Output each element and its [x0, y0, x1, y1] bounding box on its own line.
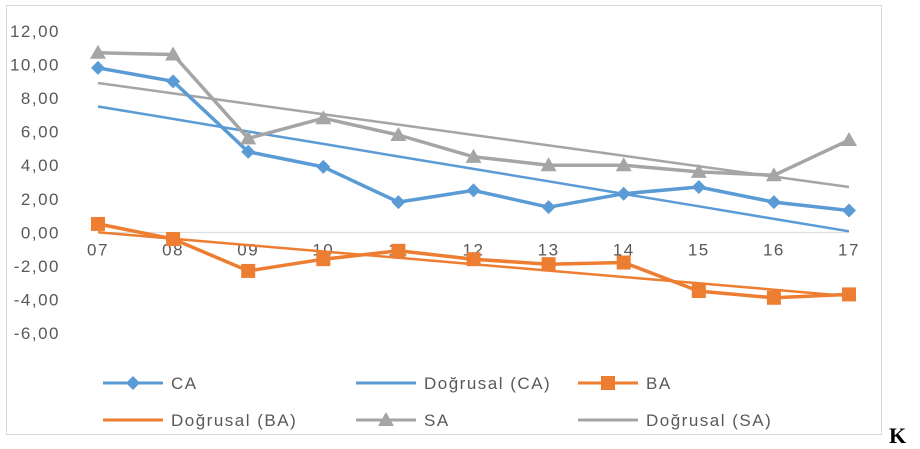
point-diamond — [91, 60, 105, 75]
legend-label: Doğrusal (BA) — [171, 411, 297, 430]
x-tick-label: 15 — [688, 240, 710, 259]
point-square — [316, 252, 331, 267]
y-tick-label: 2,00 — [21, 190, 60, 209]
y-tick-label: 4,00 — [21, 156, 60, 175]
point-diamond — [466, 183, 481, 198]
legend-label: BA — [646, 374, 672, 393]
point-triangle — [765, 167, 782, 182]
y-tick-label: 10,00 — [10, 56, 60, 75]
y-tick-label: -6,00 — [14, 324, 60, 343]
legend-label: CA — [171, 374, 198, 393]
point-diamond — [316, 159, 331, 174]
point-square — [842, 287, 856, 302]
line-chart: 12,00 10,00 8,00 6,00 4,00 2,00 0,00 -2,00 -4,00… — [10, 22, 860, 430]
point-square — [391, 243, 406, 258]
point-square — [466, 252, 481, 267]
point-triangle — [90, 44, 106, 59]
x-tick-label: 07 — [87, 240, 109, 259]
chart-frame: 12,00 10,00 8,00 6,00 4,00 2,00 0,00 -2,00 -4,00… — [6, 5, 882, 435]
point-diamond — [766, 195, 781, 210]
point-diamond — [126, 376, 140, 390]
y-tick-label: -4,00 — [14, 290, 60, 309]
y-tick-label: 12,00 — [10, 22, 60, 41]
legend-label: SA — [424, 411, 450, 430]
legend-label: Doğrusal (SA) — [646, 411, 772, 430]
corner-letter: K — [889, 423, 907, 448]
trendline — [97, 81, 850, 189]
y-tick-label: -2,00 — [14, 257, 60, 276]
y-tick-label: 6,00 — [21, 123, 60, 142]
point-square — [766, 290, 781, 305]
point-square — [91, 216, 105, 231]
point-diamond — [241, 144, 256, 159]
point-square — [241, 263, 256, 278]
point-diamond — [616, 186, 631, 201]
point-diamond — [691, 180, 706, 195]
point-square — [166, 232, 181, 247]
point-triangle — [690, 163, 707, 178]
point-triangle — [540, 157, 557, 172]
point-square — [691, 284, 706, 299]
point-triangle — [240, 130, 257, 145]
y-tick-label: 0,00 — [21, 223, 60, 242]
y-tick-label: 8,00 — [21, 89, 60, 108]
x-tick-label: 17 — [838, 240, 860, 259]
point-triangle — [615, 157, 632, 172]
point-diamond — [391, 195, 406, 210]
x-tick-label: 09 — [237, 240, 259, 259]
point-triangle — [465, 148, 482, 163]
x-tick-label: 14 — [613, 240, 635, 259]
point-diamond — [842, 203, 856, 218]
point-triangle — [390, 127, 407, 142]
point-diamond — [541, 200, 556, 215]
point-triangle — [315, 110, 332, 125]
point-square — [616, 255, 631, 270]
point-diamond — [166, 74, 181, 89]
point-square — [601, 376, 615, 390]
x-tick-label: 13 — [538, 240, 560, 259]
legend-label: Doğrusal (CA) — [424, 374, 551, 393]
point-triangle — [165, 46, 182, 61]
point-square — [541, 257, 556, 272]
trendline — [97, 105, 850, 233]
point-triangle — [378, 412, 394, 426]
point-triangle — [841, 132, 857, 147]
x-tick-label: 16 — [763, 240, 785, 259]
